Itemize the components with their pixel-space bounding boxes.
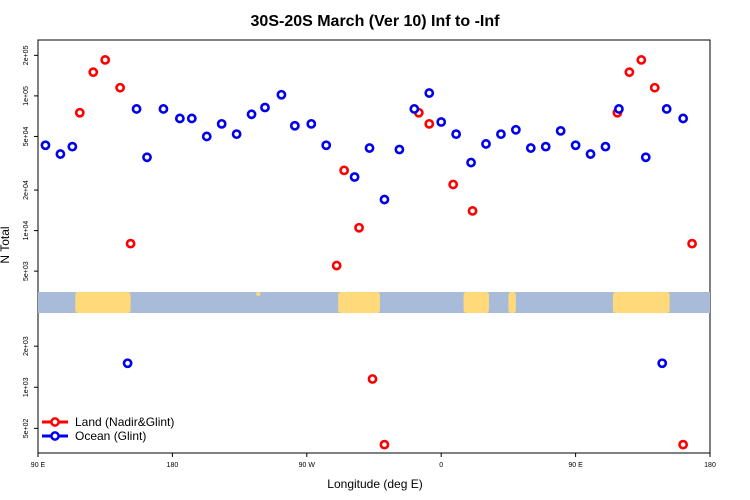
land-point [678,439,689,450]
ocean-point [55,149,66,159]
ocean-point [555,125,566,136]
y-tick-label: 2e+05 [23,45,30,65]
land-point [424,118,435,129]
land-point [88,67,99,78]
ocean-point [451,129,462,140]
y-tick-label: 2e+04 [23,180,30,200]
land-mass [508,292,516,313]
ocean-point [131,104,142,114]
y-tick-label: 5e+03 [23,261,30,281]
ocean-point [525,143,536,153]
ocean-point [394,144,405,155]
ocean-point [174,113,185,124]
land-point [624,67,635,78]
ocean-point [321,140,332,151]
ocean-point [657,358,668,369]
ocean-point [349,172,360,182]
ocean-point [142,152,152,163]
ocean-point [379,194,390,205]
y-tick-label: 2e+03 [23,336,30,356]
ocean-point [661,104,672,114]
ocean-point [510,124,521,135]
chart-title: 30S-20S March (Ver 10) Inf to -Inf [251,13,501,30]
ocean-point [678,113,689,124]
land-point [115,82,126,93]
x-tick-label: 90 E [31,462,46,469]
land-point [331,260,342,271]
x-axis: 90 E 180 90 W 0 90 E 180 [31,453,716,469]
land-point [339,165,350,176]
land-point [125,238,136,249]
land-point [467,206,478,216]
ocean-point [481,139,491,149]
legend-land-marker [50,417,60,427]
x-tick-label: 90 E [568,462,583,469]
ocean-point [186,113,197,124]
ocean-point [67,141,78,152]
y-axis-label: N Total [0,226,12,263]
land-point [367,374,378,384]
legend-ocean-marker [50,431,60,441]
legend-ocean-label: Ocean (Glint) [75,429,146,443]
land-point [636,55,647,65]
ocean-point [216,118,227,129]
x-tick-label: 180 [167,462,179,469]
land-mass [612,292,670,313]
ocean-point [276,89,287,100]
ocean-point [158,104,169,114]
x-tick-label: 180 [704,462,716,469]
land-point [354,222,364,233]
land-point [100,55,111,65]
map-strip [38,292,710,313]
y-tick-label: 1e+04 [23,221,30,241]
ocean-point [570,140,581,151]
land-point [74,107,85,118]
y-axis: 2e+05 1e+05 5e+04 2e+04 1e+04 5e+03 2e+03 1e+03… [23,45,38,438]
ocean-point [600,141,611,152]
y-tick-label: 1e+03 [23,377,30,397]
ocean-point [289,120,300,131]
plot-frame [37,39,711,454]
y-tick-label: 1e+05 [23,86,30,106]
ocean-point [640,152,651,163]
y-tick-label: 5e+04 [23,127,30,147]
ocean-point [260,102,270,113]
ocean-point [246,109,257,120]
legend: Land (Nadir&Glint) Ocean (Glint) [42,415,174,443]
ocean-point [424,88,435,98]
ocean-point [436,117,447,127]
ocean-point [496,129,506,140]
data-points [40,55,697,450]
y-tick-label: 5e+02 [23,418,30,438]
ocean-point [540,141,551,152]
x-tick-label: 0 [439,462,443,469]
ocean-point [306,118,317,129]
ocean-point [364,143,375,153]
ocean-point [585,149,596,159]
land-point [379,439,390,450]
land-point [687,238,697,249]
land-mass [256,292,261,296]
land-mass [75,292,131,313]
ocean-point [201,131,212,142]
land-point [448,179,459,190]
ocean-point [231,129,242,140]
land-mass [463,292,489,313]
ocean-point [614,104,624,114]
x-tick-label: 90 W [299,462,316,469]
x-axis-label: Longitude (deg E) [327,477,422,491]
land-point [649,82,660,93]
ocean-point [122,358,133,369]
ocean-point [40,140,51,151]
legend-land-label: Land (Nadir&Glint) [75,415,174,429]
land-mass [338,292,380,313]
ocean-point [409,104,420,114]
ocean-point [466,157,476,168]
